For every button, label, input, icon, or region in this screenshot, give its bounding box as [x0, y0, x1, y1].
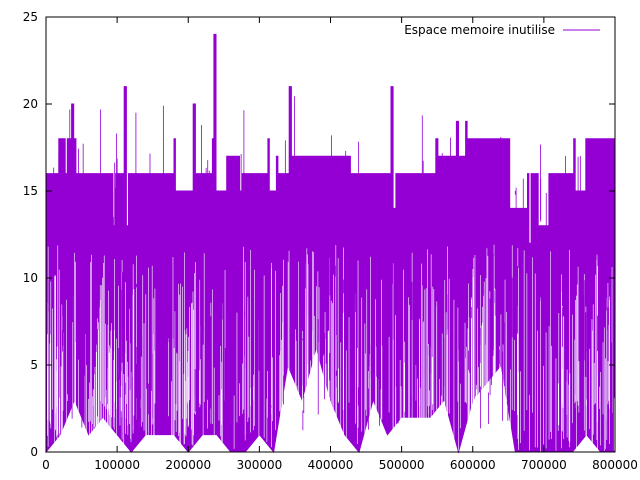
ticks-layer: 0 100000 200000 300000 400000 500000 600000 700…	[23, 10, 638, 472]
x-tick-label: 300000	[236, 458, 282, 472]
series-band	[45, 33, 616, 454]
x-tick-label: 800000	[592, 458, 638, 472]
legend: Espace memoire inutilise	[404, 23, 600, 37]
series-texture	[45, 96, 616, 452]
y-tick-label: 0	[30, 445, 38, 459]
y-tick-label: 25	[23, 10, 38, 24]
y-tick-label: 10	[23, 271, 38, 285]
x-tick-label: 200000	[165, 458, 211, 472]
x-tick-label: 100000	[94, 458, 140, 472]
x-tick-label: 700000	[521, 458, 567, 472]
x-tick-label: 500000	[379, 458, 425, 472]
y-tick-label: 15	[23, 184, 38, 198]
x-tick-label: 600000	[450, 458, 496, 472]
y-tick-label: 20	[23, 97, 38, 111]
legend-label: Espace memoire inutilise	[404, 23, 555, 37]
y-tick-label: 5	[30, 358, 38, 372]
x-tick-label: 0	[42, 458, 50, 472]
data-layer	[45, 33, 616, 454]
x-tick-label: 400000	[308, 458, 354, 472]
